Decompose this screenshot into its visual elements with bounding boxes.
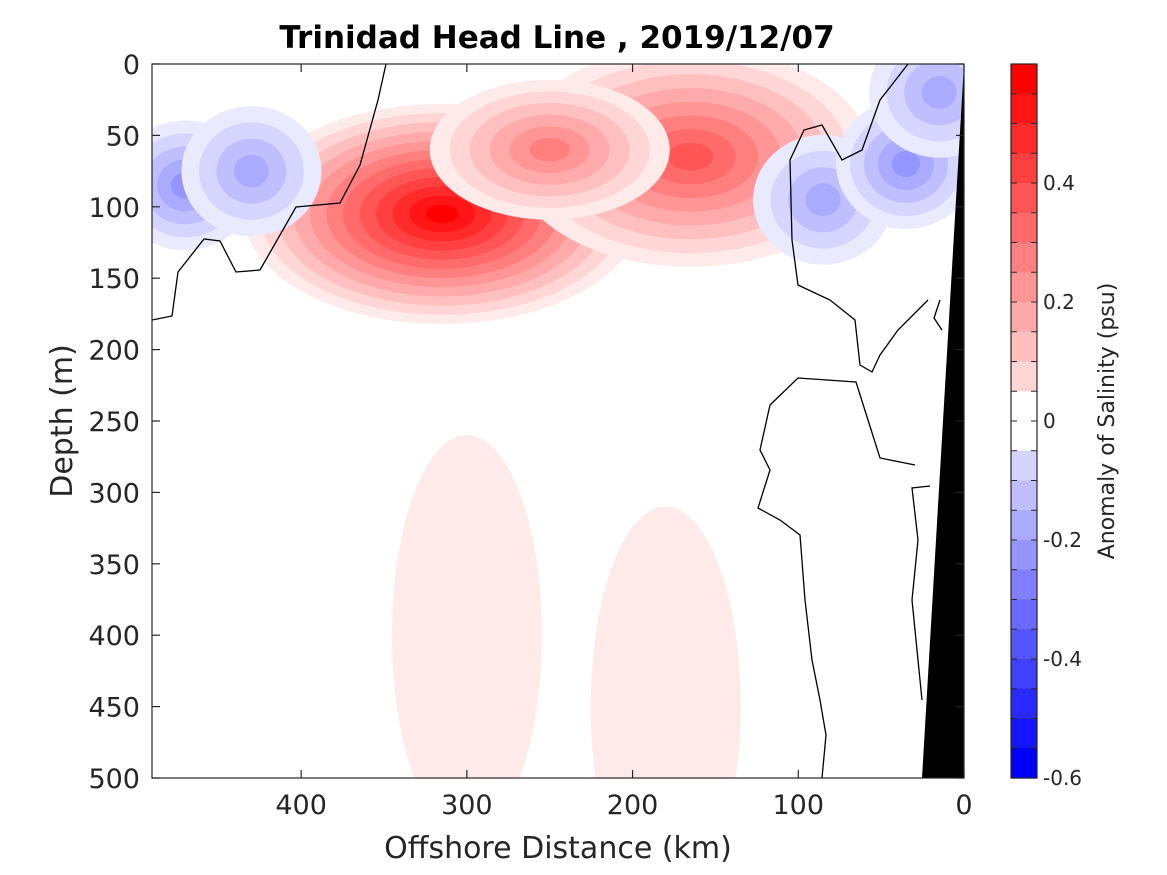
y-axis-label: Depth (m) <box>45 344 80 498</box>
colorbar-segment <box>1011 688 1037 720</box>
colorbar-tick-label: -0.6 <box>1043 766 1082 790</box>
x-tick-label: 400 <box>275 790 327 821</box>
anomaly-feature-3 <box>429 79 670 220</box>
y-tick-label: 150 <box>88 264 140 295</box>
anomaly-level <box>233 154 269 188</box>
colorbar-segment <box>1011 361 1037 392</box>
anomaly-level <box>529 138 570 162</box>
colorbar-tick-label: 0 <box>1043 409 1056 433</box>
anomaly-level <box>668 143 714 171</box>
y-tick-label: 400 <box>88 621 140 652</box>
colorbar-segment <box>1011 242 1037 273</box>
colorbar-segment <box>1011 302 1037 333</box>
colorbar-segment <box>1011 212 1037 244</box>
colorbar <box>1010 63 1038 779</box>
zero-contour-deep <box>757 377 916 778</box>
zero-contour-east <box>789 64 929 373</box>
colorbar-tick-label: 0.2 <box>1043 290 1075 314</box>
colorbar-segment <box>1011 450 1037 482</box>
zero-contour-shelf <box>911 485 931 701</box>
colorbar-segment <box>1011 569 1037 601</box>
anomaly-feature-8 <box>869 64 964 158</box>
colorbar-segment <box>1011 123 1037 154</box>
colorbar-segment <box>1011 272 1037 303</box>
zero-contour-slope <box>933 299 943 331</box>
y-tick-label: 0 <box>123 50 140 81</box>
colorbar-tick-label: -0.2 <box>1043 528 1082 552</box>
x-axis-label: Offshore Distance (km) <box>384 831 732 866</box>
colorbar-segment <box>1011 748 1037 779</box>
colorbar-label: Anomaly of Salinity (psu) <box>1095 283 1120 560</box>
y-tick-label: 50 <box>106 121 140 152</box>
colorbar-segment <box>1011 480 1037 511</box>
x-tick-label: 300 <box>441 790 493 821</box>
y-axis-ticks: 0 50 100 150 200 250 300 350 400 450 500 <box>88 50 964 795</box>
y-tick-label: 450 <box>88 693 140 724</box>
colorbar-segment <box>1011 421 1037 452</box>
colorbar-tick-label: -0.4 <box>1043 647 1082 671</box>
colorbar-segment <box>1011 64 1037 95</box>
colorbar-ticks: 0.4 0.2 0 -0.2 -0.4 -0.6 <box>1043 171 1082 790</box>
y-tick-label: 200 <box>88 336 140 367</box>
y-tick-label: 100 <box>88 193 140 224</box>
y-tick-label: 500 <box>88 764 140 795</box>
colorbar-segment <box>1011 599 1037 630</box>
plot-area <box>152 64 964 778</box>
colorbar-segment <box>1011 540 1037 571</box>
anomaly-level <box>391 435 542 778</box>
anomaly-feature-10 <box>590 506 741 778</box>
colorbar-segment <box>1011 183 1037 214</box>
anomaly-level <box>805 183 841 216</box>
anomaly-level <box>892 151 920 177</box>
colorbar-segment <box>1011 629 1037 660</box>
colorbar-tick-label: 0.4 <box>1043 171 1075 195</box>
colorbar-segment <box>1011 93 1037 125</box>
anomaly-feature-9 <box>391 435 542 778</box>
zero-contour-west <box>152 64 387 321</box>
anomaly-level <box>590 506 741 778</box>
y-tick-label: 250 <box>88 407 140 438</box>
colorbar-segment <box>1011 718 1037 749</box>
anomaly-feature-5 <box>181 106 322 237</box>
colorbar-segment <box>1011 510 1037 541</box>
colorbar-segment <box>1011 153 1037 184</box>
seafloor-bathymetry <box>922 64 964 778</box>
x-tick-label: 200 <box>607 790 659 821</box>
colorbar-segment <box>1011 391 1037 422</box>
x-tick-label: 100 <box>773 790 825 821</box>
y-tick-label: 350 <box>88 550 140 581</box>
zero-contour-lines <box>152 64 943 778</box>
colorbar-segment <box>1011 659 1037 690</box>
anomaly-level <box>425 204 459 224</box>
y-tick-label: 300 <box>88 478 140 509</box>
colorbar-segment <box>1011 331 1037 363</box>
chart-title: Trinidad Head Line , 2019/12/07 <box>279 20 834 56</box>
salinity-anomaly-field <box>152 64 964 778</box>
anomaly-level <box>921 76 957 109</box>
x-tick-label: 0 <box>955 790 972 821</box>
x-axis-ticks: 400 300 200 100 0 <box>275 64 973 821</box>
